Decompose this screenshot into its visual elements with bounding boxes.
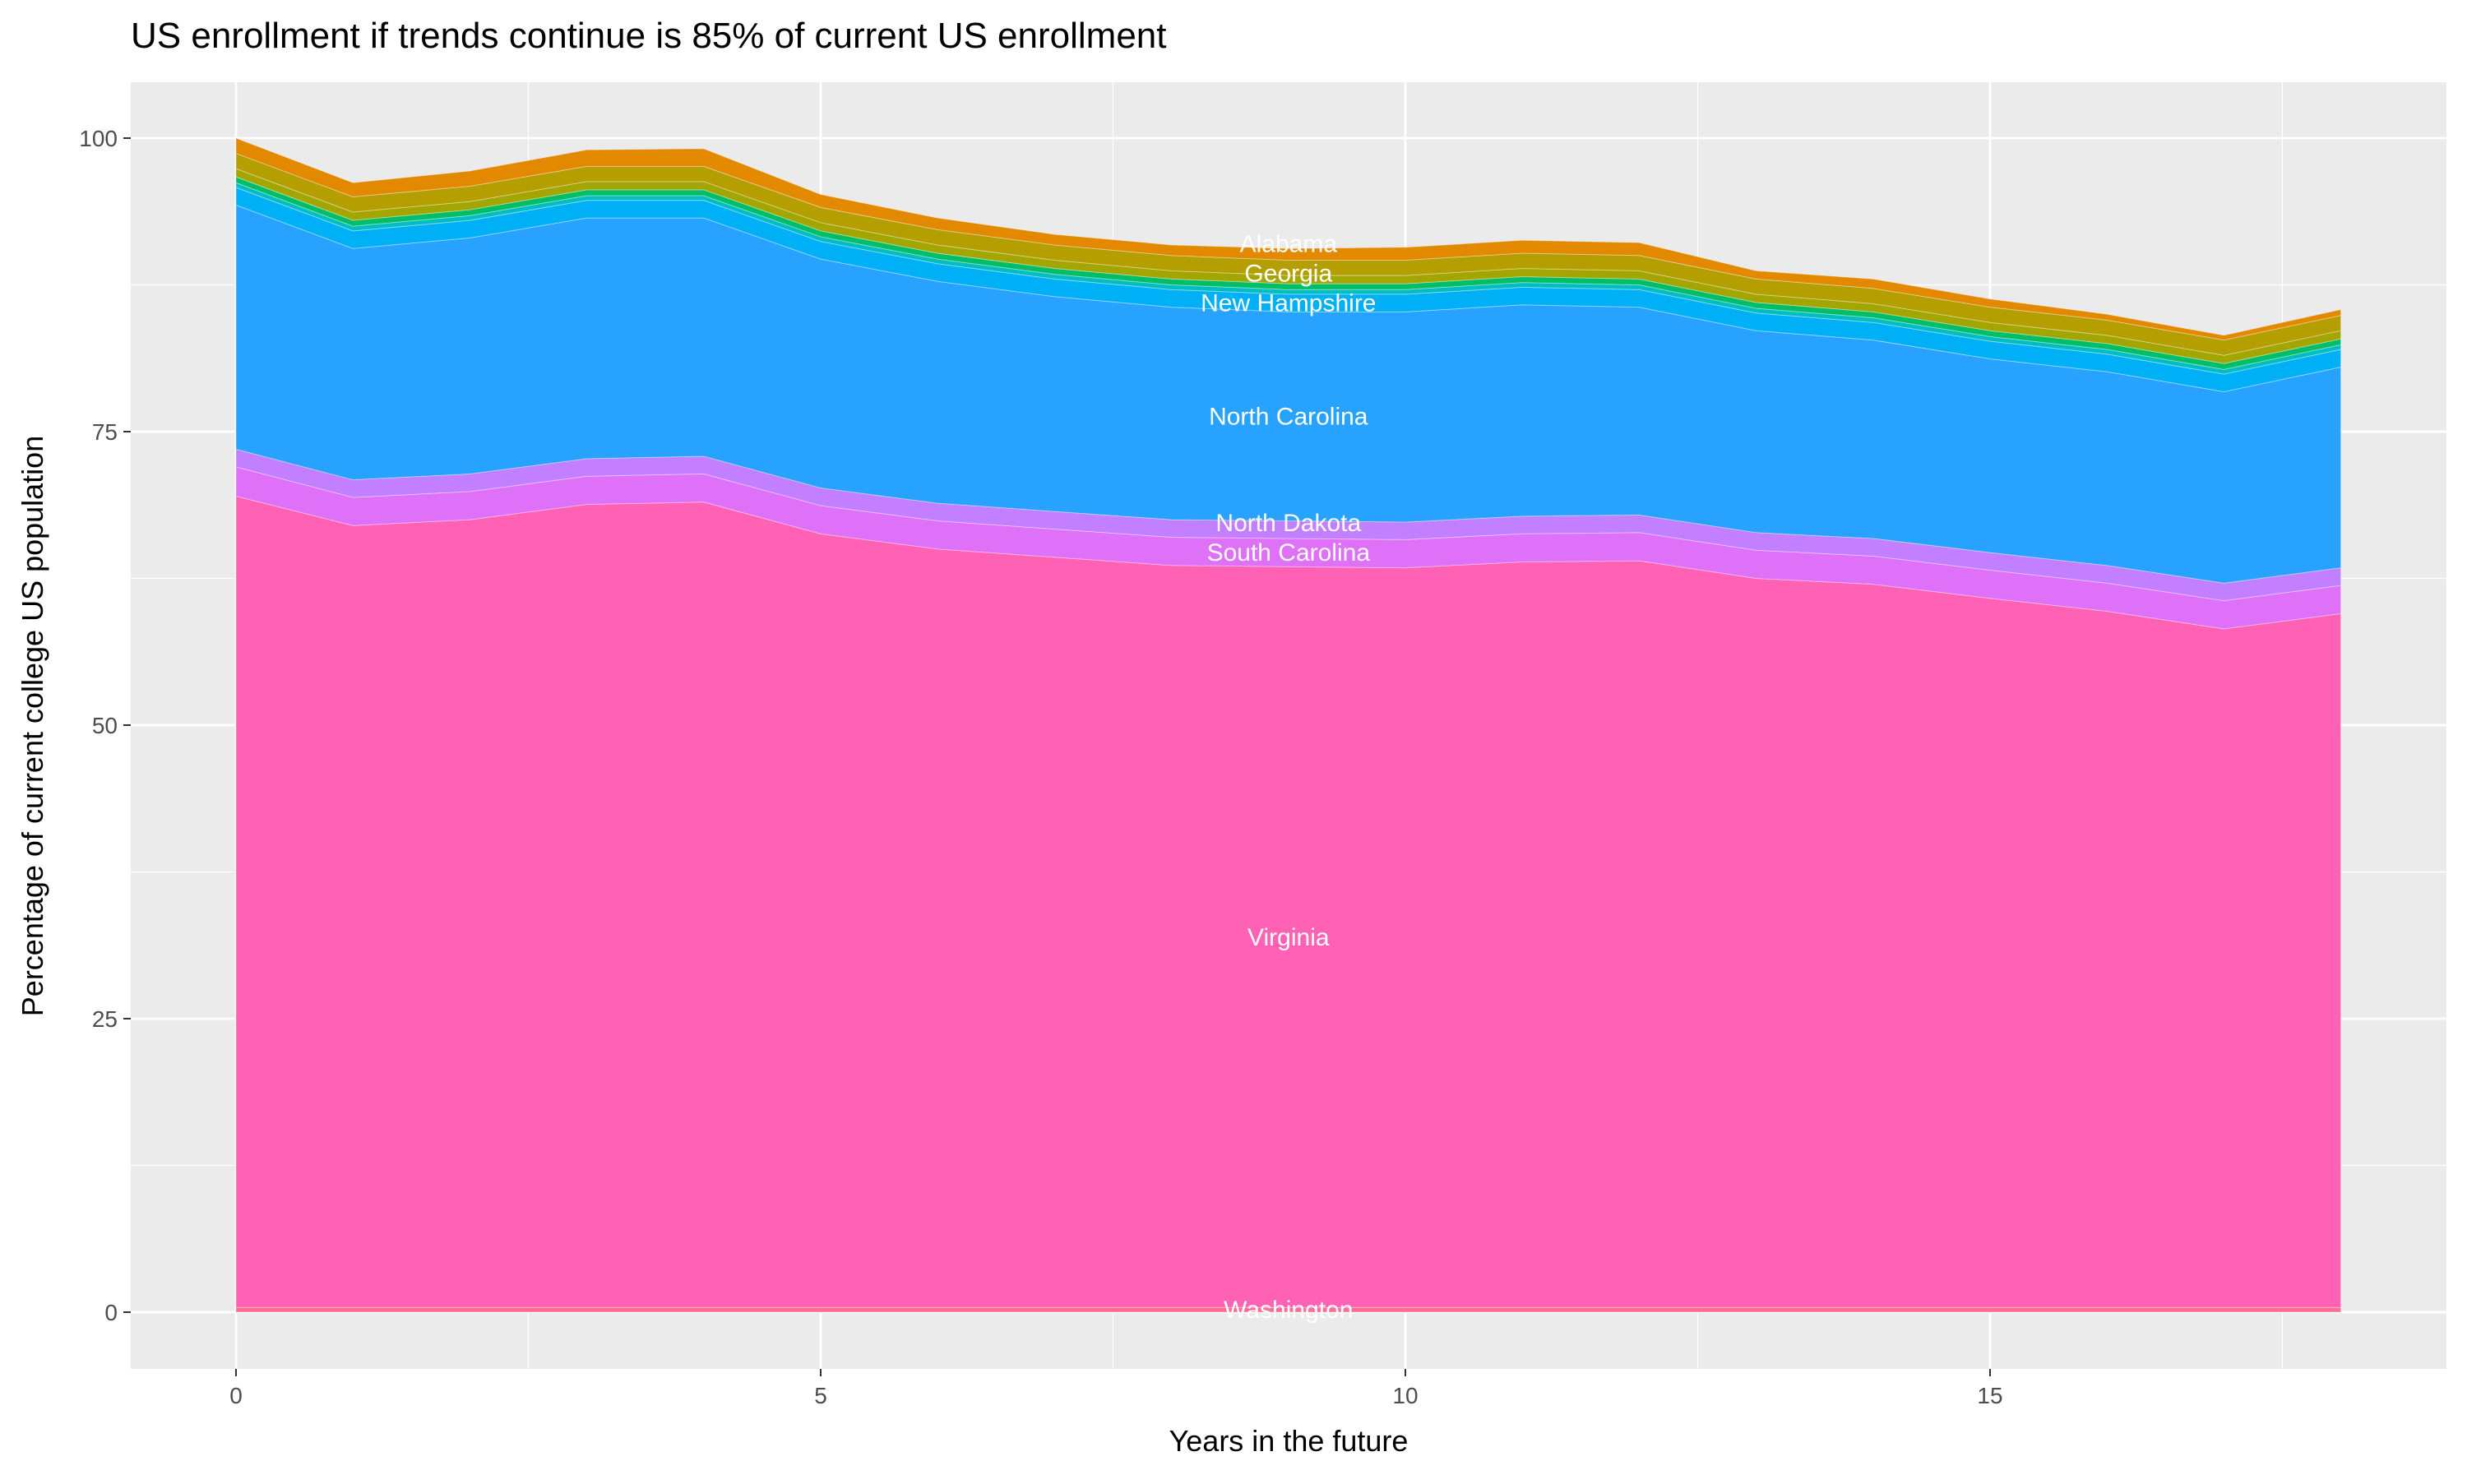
area-label-north-dakota: North Dakota [1215,510,1361,537]
x-axis-title: Years in the future [1169,1424,1409,1458]
y-axis-title: Percentage of current college US populat… [16,436,49,1016]
area-washington [235,1306,2342,1313]
area-layers [235,137,2342,1313]
x-tick-label: 0 [229,1383,243,1408]
x-tick-label: 5 [814,1383,827,1408]
area-label-alabama: Alabama [1240,231,1338,258]
y-tick-label: 25 [92,1006,118,1032]
area-label-georgia: Georgia [1244,261,1332,288]
area-new-hampshire [235,187,2342,392]
area-virginia [235,495,2342,1308]
chart-title: US enrollment if trends continue is 85% … [131,16,1166,56]
x-tick-label: 10 [1392,1383,1418,1408]
area-label-new-hampshire: New Hampshire [1201,290,1376,317]
y-tick-label: 0 [104,1300,118,1325]
area-label-north-carolina: North Carolina [1209,403,1368,430]
y-axis: 0 25 50 75 100 [79,126,131,1325]
area-label-washington: Washington [1224,1297,1353,1324]
y-tick-label: 75 [92,419,118,445]
y-tick-label: 100 [79,126,118,151]
area-state-10 [235,137,2342,341]
x-tick-label: 15 [1977,1383,2002,1408]
x-axis: 0 5 10 15 [229,1369,2003,1408]
area-label-virginia: Virginia [1247,924,1330,951]
y-tick-label: 50 [92,713,118,738]
area-north-dakota [235,448,2342,602]
area-label-south-carolina: South Carolina [1207,539,1371,566]
